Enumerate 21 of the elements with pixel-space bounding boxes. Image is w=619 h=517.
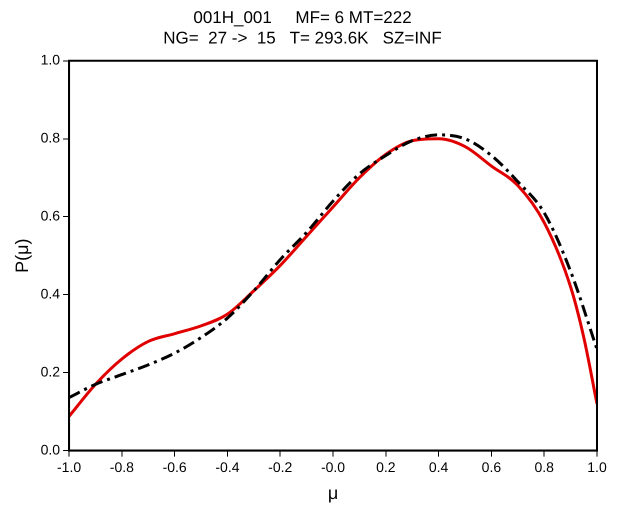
text: NG= 27 -> 15 T= 293.6K SZ=INF <box>163 28 442 48</box>
x-tick-label: 0.4 <box>428 458 449 475</box>
y-tick-label: 0.2 <box>40 364 60 380</box>
y-tick-label: 0.4 <box>40 286 60 302</box>
y-tick-label: 0.8 <box>40 130 60 146</box>
x-tick-label: 0.6 <box>482 458 502 475</box>
x-tick-label: 1.0 <box>587 458 607 475</box>
y-tick-label: 1.0 <box>40 52 60 68</box>
x-tick-label: -0.6 <box>162 458 187 475</box>
y-tick-label: 0.6 <box>40 208 60 224</box>
x-tick-label: -0.4 <box>215 458 240 475</box>
x-tick-label: -0.0 <box>320 458 346 475</box>
x-tick-label: -0.8 <box>110 458 134 475</box>
x-tick-label: 0.8 <box>534 458 554 475</box>
x-tick-label: -1.0 <box>57 458 82 475</box>
x-axis-title: μ <box>328 483 338 504</box>
x-tick-label: 0.2 <box>376 458 396 475</box>
x-tick-label: -0.2 <box>268 458 293 475</box>
text: 001H_001 MF= 6 MT=222 <box>193 8 412 27</box>
y-tick-label: 0.0 <box>40 441 60 458</box>
y-axis-title: P(μ) <box>12 238 32 273</box>
